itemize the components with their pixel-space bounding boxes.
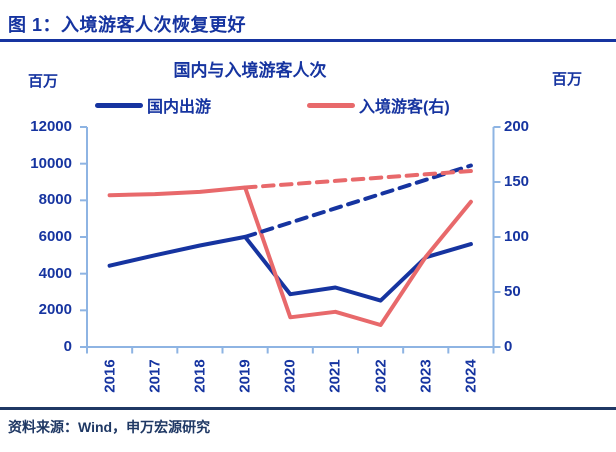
x-axis-year-label: 2023 xyxy=(417,359,435,393)
right-axis-tick-label: 100 xyxy=(504,228,530,245)
right-axis-tick-label: 200 xyxy=(504,118,530,135)
right-axis-tick-label: 50 xyxy=(504,283,521,300)
series-line-inbound-visitors xyxy=(107,185,473,327)
legend-item-inbound: 入境游客(右) xyxy=(307,97,450,116)
figure-title: 图 1：入境游客人次恢复更好 xyxy=(8,15,247,35)
left-axis-unit-label: 百万 xyxy=(28,73,59,90)
header-divider xyxy=(0,39,616,42)
x-axis-year-label: 2019 xyxy=(236,359,254,393)
left-axis-tick-label: 6000 xyxy=(38,228,72,245)
legend-item-domestic: 国内出游 xyxy=(95,97,211,116)
x-axis-year-label: 2021 xyxy=(326,359,344,393)
footer-divider xyxy=(0,407,616,410)
x-axis-year-label: 2016 xyxy=(101,359,119,393)
left-axis-tick-label: 10000 xyxy=(30,154,72,172)
source-note: 资料来源：Wind，申万宏源研究 xyxy=(8,419,211,435)
legend-line-swatch-domestic xyxy=(95,102,143,108)
left-axis-tick-label: 0 xyxy=(63,338,72,355)
left-axis-tick-label: 4000 xyxy=(38,264,72,282)
left-axis-tick-label: 12000 xyxy=(30,118,72,135)
chart-title: 国内与入境游客人次 xyxy=(173,61,327,80)
right-axis-tick-label: 150 xyxy=(504,173,530,190)
x-axis-year-label: 2017 xyxy=(146,359,164,393)
right-axis-unit-label: 百万 xyxy=(552,71,583,88)
legend-label-inbound: 入境游客(右) xyxy=(359,99,450,116)
x-axis-year-label: 2018 xyxy=(191,359,209,393)
left-axis-tick-label: 8000 xyxy=(38,191,72,209)
x-axis-year-label: 2020 xyxy=(281,359,299,393)
legend-line-swatch-inbound xyxy=(307,102,355,108)
legend-label-domestic: 国内出游 xyxy=(147,99,212,116)
series-line-inbound-trend-dashed xyxy=(243,169,473,190)
left-axis-tick-label: 2000 xyxy=(38,301,72,319)
series-line-domestic-trips xyxy=(107,234,473,303)
x-axis-year-label: 2022 xyxy=(372,359,390,393)
right-axis-tick-label: 0 xyxy=(504,338,513,355)
x-axis-year-label: 2024 xyxy=(462,359,480,393)
series-line-domestic-trend-dashed xyxy=(243,163,473,239)
